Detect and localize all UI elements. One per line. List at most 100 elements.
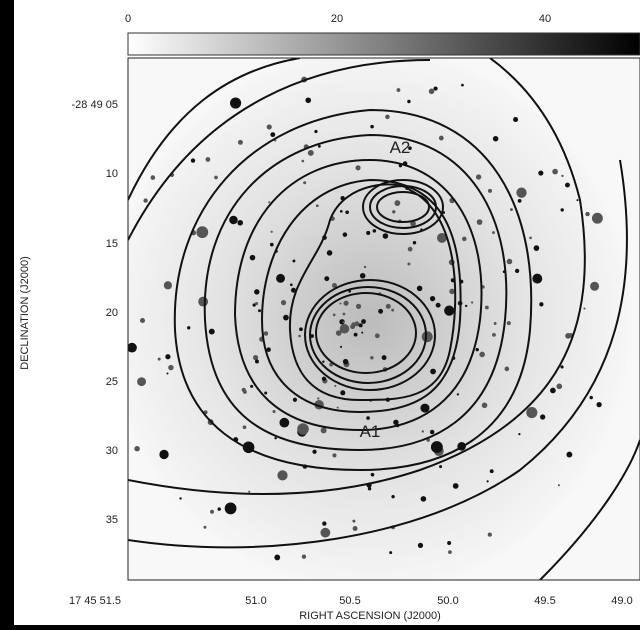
star xyxy=(342,321,344,323)
annotation: A1 xyxy=(360,422,381,441)
star xyxy=(590,282,599,291)
star xyxy=(343,232,347,236)
star xyxy=(229,216,238,225)
star xyxy=(433,86,437,90)
star xyxy=(475,348,478,351)
star xyxy=(510,208,513,211)
star xyxy=(382,355,387,360)
star xyxy=(408,247,413,252)
star xyxy=(270,132,275,137)
star xyxy=(420,404,429,413)
star xyxy=(430,430,434,434)
star xyxy=(321,427,327,433)
star xyxy=(204,526,207,529)
star xyxy=(461,84,464,87)
star xyxy=(565,333,571,339)
star xyxy=(168,365,173,370)
star xyxy=(429,89,435,95)
star xyxy=(507,321,511,325)
star xyxy=(364,266,366,268)
y-tick-label: 25 xyxy=(106,376,118,388)
star xyxy=(340,210,343,213)
star xyxy=(576,199,578,201)
star xyxy=(444,305,454,315)
star xyxy=(255,359,259,363)
star xyxy=(242,388,246,392)
star xyxy=(515,269,519,273)
page: 0 20 40 -28 49 05 10 15 20 25 30 35 17 4… xyxy=(0,0,640,625)
star xyxy=(253,355,258,360)
star xyxy=(179,497,181,499)
star xyxy=(305,97,311,103)
star xyxy=(290,283,293,286)
star xyxy=(218,507,221,510)
star xyxy=(345,210,349,214)
star xyxy=(314,130,317,133)
star xyxy=(140,318,145,323)
star xyxy=(558,484,560,486)
star xyxy=(350,324,355,329)
star xyxy=(361,332,363,334)
x-axis-label: RIGHT ASCENSION (J2000) xyxy=(299,610,441,622)
colorbar-tick-label: 20 xyxy=(331,13,343,25)
star xyxy=(343,313,346,316)
star xyxy=(134,446,139,451)
star xyxy=(397,88,401,92)
star xyxy=(214,176,218,180)
star xyxy=(359,323,363,327)
star xyxy=(187,326,190,329)
y-tick-label: 15 xyxy=(106,238,118,250)
star xyxy=(507,259,513,265)
annotation: A2 xyxy=(390,138,411,157)
star xyxy=(561,208,564,211)
colorbar xyxy=(128,33,640,55)
star xyxy=(340,390,345,395)
star xyxy=(462,237,467,242)
star xyxy=(375,333,380,338)
star xyxy=(492,333,496,337)
star xyxy=(340,346,342,348)
star xyxy=(293,398,297,402)
star xyxy=(254,289,259,294)
star xyxy=(354,333,358,337)
y-tick-label: -28 49 05 xyxy=(72,99,118,111)
star xyxy=(312,450,316,454)
star xyxy=(198,297,208,307)
star xyxy=(151,175,156,180)
star xyxy=(590,396,593,399)
star xyxy=(447,541,451,545)
star xyxy=(485,306,489,310)
star xyxy=(513,117,518,122)
star xyxy=(366,416,370,420)
star xyxy=(206,157,211,162)
star xyxy=(270,243,274,247)
star xyxy=(494,322,497,325)
star xyxy=(393,420,398,425)
star xyxy=(407,263,410,266)
y-tick-label: 10 xyxy=(106,168,118,180)
star xyxy=(532,274,542,284)
colorbar-tick-label: 40 xyxy=(539,13,551,25)
star xyxy=(318,145,321,148)
x-tick-label: 49.5 xyxy=(534,595,555,607)
star xyxy=(477,219,483,225)
star xyxy=(449,289,455,295)
star xyxy=(225,503,237,515)
star xyxy=(303,181,306,184)
x-tick-label: 50.0 xyxy=(437,595,458,607)
star xyxy=(298,335,301,338)
star xyxy=(250,255,256,261)
star xyxy=(465,305,467,307)
star xyxy=(492,231,495,234)
star xyxy=(453,483,459,489)
star xyxy=(550,388,556,394)
star xyxy=(317,397,319,399)
star xyxy=(327,250,333,256)
x-tick-label: 51.0 xyxy=(245,595,266,607)
star xyxy=(159,450,168,459)
star xyxy=(386,304,391,309)
star xyxy=(482,403,488,409)
star xyxy=(343,359,348,364)
star xyxy=(356,304,361,309)
star xyxy=(596,402,601,407)
